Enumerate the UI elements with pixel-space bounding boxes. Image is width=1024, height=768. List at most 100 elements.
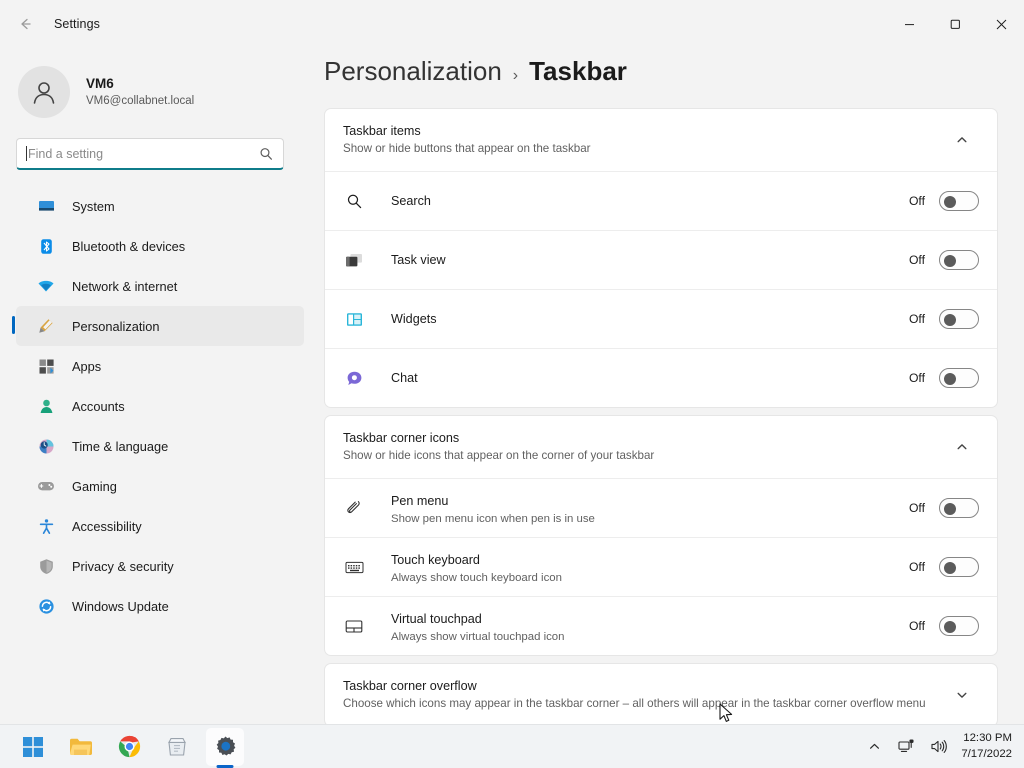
sidebar-item-system[interactable]: System xyxy=(16,186,304,226)
section-subtitle: Show or hide buttons that appear on the … xyxy=(343,142,591,155)
clock[interactable]: 12:30 PM 7/17/2022 xyxy=(961,731,1012,762)
gear-icon xyxy=(216,736,235,756)
setting-row-chat[interactable]: Chat Off xyxy=(325,348,997,407)
sidebar-item-label: Personalization xyxy=(72,318,160,334)
search-box[interactable] xyxy=(16,138,284,170)
section-title: Taskbar corner icons xyxy=(343,431,460,445)
google-chrome-button[interactable] xyxy=(110,728,148,766)
start-button[interactable] xyxy=(14,728,52,766)
search-toggle[interactable] xyxy=(939,191,979,211)
chat-icon xyxy=(343,367,365,389)
windows-taskbar: 12:30 PM 7/17/2022 xyxy=(0,724,1024,768)
section-header[interactable]: Taskbar corner overflow Choose which ico… xyxy=(325,664,997,724)
pen-menu-toggle[interactable] xyxy=(939,498,979,518)
title-bar: Settings xyxy=(0,0,1024,48)
row-subtitle: Always show touch keyboard icon xyxy=(391,571,562,584)
row-title: Chat xyxy=(391,371,418,385)
search-icon xyxy=(343,190,365,212)
maximize-icon xyxy=(950,19,960,29)
sidebar-item-privacy-security[interactable]: Privacy & security xyxy=(16,546,304,586)
file-explorer-button[interactable] xyxy=(62,728,100,766)
sidebar-item-windows-update[interactable]: Windows Update xyxy=(16,586,304,626)
folder-icon xyxy=(69,738,92,755)
chevron-down-icon[interactable] xyxy=(945,689,979,701)
search-input[interactable] xyxy=(28,146,258,161)
setting-row-widgets[interactable]: Widgets Off xyxy=(325,289,997,348)
chat-toggle[interactable] xyxy=(939,368,979,388)
row-title: Virtual touchpad xyxy=(391,611,482,626)
section-header[interactable]: Taskbar items Show or hide buttons that … xyxy=(325,109,997,171)
sidebar-item-apps[interactable]: Apps xyxy=(16,346,304,386)
store-button[interactable] xyxy=(158,728,196,766)
volume-icon[interactable] xyxy=(927,736,949,758)
accessibility-icon xyxy=(36,516,56,536)
chevron-up-icon[interactable] xyxy=(945,134,979,146)
close-icon xyxy=(996,19,1006,29)
toggle-group: Off xyxy=(909,309,979,329)
section-title: Taskbar corner overflow xyxy=(343,679,477,693)
close-button[interactable] xyxy=(978,0,1024,48)
breadcrumb-parent[interactable]: Personalization xyxy=(324,56,502,86)
settings-button[interactable] xyxy=(206,727,244,766)
maximize-button[interactable] xyxy=(932,0,978,48)
toggle-group: Off xyxy=(909,250,979,270)
sidebar: VM6 VM6@collabnet.local System xyxy=(0,48,320,724)
user-avatar-icon xyxy=(33,82,55,104)
sidebar-item-label: Accounts xyxy=(72,398,125,414)
toggle-state-label: Off xyxy=(908,501,925,515)
row-title: Pen menu xyxy=(391,493,449,508)
sidebar-nav: System Bluetooth & devices Network & int… xyxy=(0,186,320,626)
back-arrow-icon xyxy=(21,18,31,30)
chevron-up-icon[interactable] xyxy=(863,736,885,758)
row-subtitle: Show pen menu icon when pen is in use xyxy=(391,512,595,525)
row-title: Task view xyxy=(391,253,446,267)
chevron-up-icon[interactable] xyxy=(945,441,979,453)
row-title: Touch keyboard xyxy=(391,552,480,567)
windows-logo-icon xyxy=(23,736,43,757)
network-tray-icon[interactable] xyxy=(895,736,917,758)
section-taskbar-corner-icons: Taskbar corner icons Show or hide icons … xyxy=(324,415,998,656)
search-glyph-icon xyxy=(260,147,272,160)
breadcrumb-separator: › xyxy=(512,67,519,84)
setting-row-virtual-touchpad[interactable]: Virtual touchpad Always show virtual tou… xyxy=(325,596,997,655)
text-caret xyxy=(26,146,27,161)
clock-time: 12:30 PM xyxy=(963,732,1012,745)
shield-icon xyxy=(36,556,56,576)
section-header[interactable]: Taskbar corner icons Show or hide icons … xyxy=(325,416,997,478)
task-view-toggle[interactable] xyxy=(939,250,979,270)
taskbar-apps xyxy=(14,727,244,766)
window-title: Settings xyxy=(54,17,100,31)
setting-row-task-view[interactable]: Task view Off xyxy=(325,230,997,289)
sidebar-item-accessibility[interactable]: Accessibility xyxy=(16,506,304,546)
sidebar-item-label: Accessibility xyxy=(72,518,142,534)
search-icon xyxy=(258,147,274,161)
toggle-state-label: Off xyxy=(908,253,925,267)
setting-row-touch-keyboard[interactable]: Touch keyboard Always show touch keyboar… xyxy=(325,537,997,596)
back-button[interactable] xyxy=(8,8,42,40)
toggle-state-label: Off xyxy=(908,312,925,326)
page-title: Taskbar xyxy=(529,56,627,86)
sidebar-item-personalization[interactable]: Personalization xyxy=(12,306,304,346)
toggle-state-label: Off xyxy=(908,371,925,385)
sidebar-item-time-language[interactable]: Time & language xyxy=(16,426,304,466)
setting-row-pen-menu[interactable]: Pen menu Show pen menu icon when pen is … xyxy=(325,478,997,537)
sidebar-item-accounts[interactable]: Accounts xyxy=(16,386,304,426)
breadcrumb: Personalization › Taskbar xyxy=(320,48,1024,108)
account-block[interactable]: VM6 VM6@collabnet.local xyxy=(0,48,320,126)
widgets-toggle[interactable] xyxy=(939,309,979,329)
account-name: VM6 xyxy=(86,75,114,91)
time-language-icon xyxy=(36,436,56,456)
window-controls xyxy=(886,0,1024,48)
accounts-icon xyxy=(36,396,56,416)
touch-keyboard-toggle[interactable] xyxy=(939,557,979,577)
sidebar-item-network-internet[interactable]: Network & internet xyxy=(16,266,304,306)
avatar xyxy=(18,66,70,118)
sidebar-item-bluetooth-devices[interactable]: Bluetooth & devices xyxy=(16,226,304,266)
sidebar-item-label: System xyxy=(72,198,115,214)
virtual-touchpad-toggle[interactable] xyxy=(939,616,979,636)
section-title: Taskbar items xyxy=(343,124,421,138)
setting-row-search[interactable]: Search Off xyxy=(325,171,997,230)
minimize-button[interactable] xyxy=(886,0,932,48)
network-icon xyxy=(36,276,56,296)
sidebar-item-gaming[interactable]: Gaming xyxy=(16,466,304,506)
